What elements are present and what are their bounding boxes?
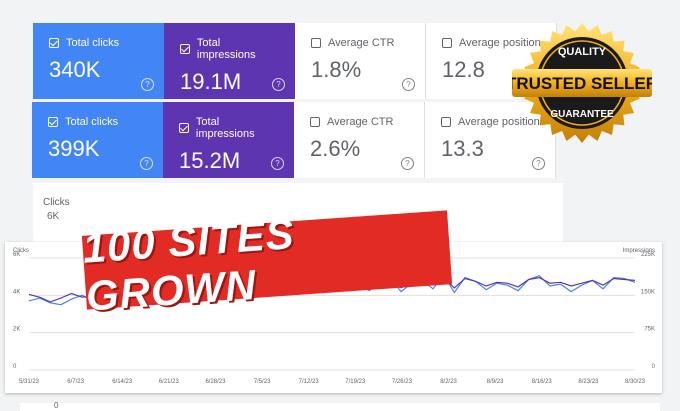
help-icon[interactable]: ? [272, 78, 285, 91]
metric-label: Total impressions [195, 116, 255, 140]
left-axis-label: Clicks [13, 248, 29, 254]
x-tick-label: 6/14/23 [112, 379, 133, 385]
metric-label: Average position [459, 37, 541, 49]
x-tick-label: 7/19/23 [345, 379, 366, 385]
metric-card-average-ctr[interactable]: Average CTR 1.8% ? [295, 23, 426, 99]
metric-value: 19.1M [180, 69, 242, 94]
x-tick-label: 7/5/23 [254, 379, 271, 385]
metric-card-total-impressions[interactable]: Total impressions 19.1M ? [164, 23, 295, 99]
left-tick-label: 0 [13, 364, 17, 370]
checkbox-icon[interactable] [311, 38, 321, 48]
metric-card-average-position[interactable]: Average position 13.3 ? [425, 102, 556, 178]
badge-top-text: QUALITY [558, 46, 607, 58]
checkbox-icon[interactable] [310, 117, 320, 127]
metric-card-total-impressions[interactable]: Total impressions 15.2M ? [163, 102, 294, 178]
metric-value: 13.3 [441, 136, 484, 161]
metric-value: 12.8 [442, 57, 485, 82]
checkbox-icon[interactable] [441, 117, 451, 127]
metric-label: Average CTR [328, 37, 395, 49]
badge-bottom-text: GUARANTEE [550, 109, 614, 120]
x-tick-label: 6/28/23 [205, 379, 226, 385]
metric-label: Total clicks [66, 37, 120, 49]
x-tick-label: 8/9/23 [487, 379, 504, 385]
checkbox-icon[interactable] [442, 38, 452, 48]
promo-banner: 100 SITES GROWN [81, 210, 453, 320]
x-tick-label: 8/16/23 [532, 379, 553, 385]
x-tick-label: 6/7/23 [67, 379, 84, 385]
x-tick-label: 8/30/23 [625, 379, 646, 385]
x-tick-label: 7/26/23 [392, 379, 413, 385]
help-icon[interactable]: ? [401, 157, 414, 170]
right-tick-label: 150K [641, 289, 655, 295]
left-tick-label: 2K [13, 327, 20, 333]
help-icon[interactable]: ? [141, 78, 154, 91]
metric-value: 15.2M [179, 148, 241, 173]
metrics-row-2: Total clicks 399K ? Total impressions 15… [32, 102, 662, 178]
metric-card-total-clicks[interactable]: Total clicks 340K ? [33, 23, 164, 99]
x-tick-label: 8/23/23 [578, 379, 599, 385]
x-tick-label: 7/12/23 [299, 379, 320, 385]
left-tick-label: 4K [13, 289, 20, 295]
metric-label: Total impressions [196, 37, 256, 61]
badge-main-text: TRUSTED SELLER [512, 74, 652, 93]
right-axis-label: Impressions [623, 248, 655, 254]
help-icon[interactable]: ? [140, 157, 153, 170]
x-tick-label: 6/21/23 [159, 379, 180, 385]
metric-label: Total clicks [65, 116, 119, 128]
x-tick-label: 8/2/23 [440, 379, 457, 385]
chart-header-title: Clicks [43, 197, 70, 208]
lower-chart-first-tick: 0 [54, 401, 59, 410]
help-icon[interactable]: ? [402, 78, 415, 91]
checkbox-icon[interactable] [180, 44, 190, 54]
x-tick-label: 5/31/23 [19, 379, 40, 385]
right-tick-label: 225K [641, 252, 655, 258]
metrics-row-1: Total clicks 340K ? Total impressions 19… [33, 23, 663, 99]
right-tick-label: 0 [652, 364, 656, 370]
chart-header-first-tick: 6K [47, 211, 60, 222]
metric-value: 399K [48, 136, 100, 161]
metric-label: Average position [458, 116, 540, 128]
left-tick-label: 6K [13, 252, 20, 258]
trusted-seller-badge: QUALITY TRUSTED SELLER GUARANTEE [506, 22, 658, 144]
metric-value: 1.8% [311, 57, 362, 82]
lower-chart-strip: 0 [20, 401, 660, 411]
help-icon[interactable]: ? [532, 157, 545, 170]
checkbox-icon[interactable] [49, 38, 59, 48]
checkbox-icon[interactable] [48, 117, 58, 127]
metric-value: 2.6% [310, 136, 361, 161]
metric-card-total-clicks[interactable]: Total clicks 399K ? [32, 102, 163, 178]
checkbox-icon[interactable] [179, 123, 189, 133]
right-tick-label: 75K [644, 327, 655, 333]
help-icon[interactable]: ? [271, 157, 284, 170]
metric-value: 340K [49, 57, 101, 82]
metric-card-average-ctr[interactable]: Average CTR 2.6% ? [294, 102, 425, 178]
metric-label: Average CTR [327, 116, 394, 128]
